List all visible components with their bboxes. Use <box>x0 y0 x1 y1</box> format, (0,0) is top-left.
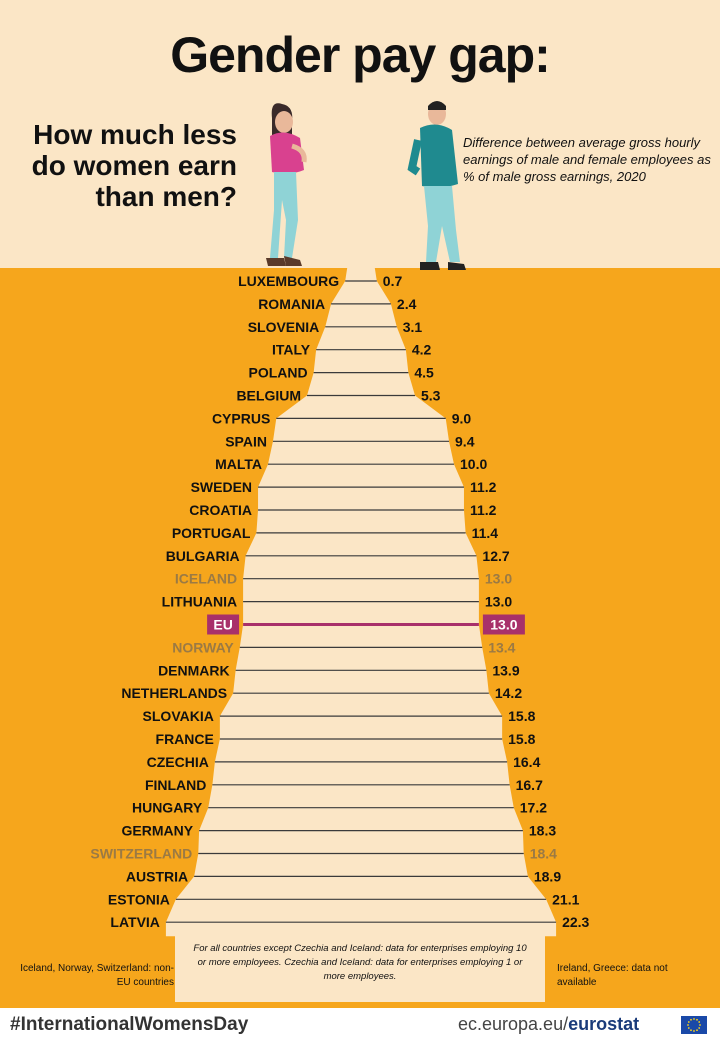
value-label: 4.2 <box>412 342 432 358</box>
country-label: DENMARK <box>158 662 230 678</box>
country-label: ICELAND <box>175 571 237 587</box>
country-label: BELGIUM <box>236 388 301 404</box>
country-label: LUXEMBOURG <box>238 273 339 289</box>
country-label: CZECHIA <box>147 754 209 770</box>
woman-figure-icon <box>266 103 307 266</box>
eu-value-badge <box>482 614 525 635</box>
page-title: Gender pay gap: <box>170 27 551 83</box>
value-label: 12.7 <box>482 548 509 564</box>
page-subtitle: How much less do women earn than men? <box>0 119 237 212</box>
value-label: 9.0 <box>452 410 472 426</box>
country-label: ROMANIA <box>258 296 325 312</box>
value-label: 15.8 <box>508 708 535 724</box>
value-label: 9.4 <box>455 433 475 449</box>
country-label: NETHERLANDS <box>121 685 227 701</box>
country-label: MALTA <box>215 456 262 472</box>
eu-flag-icon <box>681 1016 707 1034</box>
country-label: ITALY <box>272 342 311 358</box>
country-label: PORTUGAL <box>172 525 251 541</box>
country-label: POLAND <box>249 365 308 381</box>
country-label: HUNGARY <box>132 800 203 816</box>
value-label: 4.5 <box>414 365 434 381</box>
value-label: 13.9 <box>492 662 519 678</box>
country-label: NORWAY <box>172 639 234 655</box>
country-label: AUSTRIA <box>126 868 188 884</box>
value-label: 15.8 <box>508 731 535 747</box>
country-label: FRANCE <box>156 731 214 747</box>
hashtag: #InternationalWomensDay <box>10 1014 249 1035</box>
country-label: LATVIA <box>110 914 160 930</box>
value-label: 16.4 <box>513 754 540 770</box>
country-label: CROATIA <box>189 502 252 518</box>
country-label: SPAIN <box>225 433 267 449</box>
value-label: 11.2 <box>470 502 497 518</box>
value-label: 13.0 <box>485 571 512 587</box>
site-link[interactable]: ec.europa.eu/eurostat <box>458 1014 639 1035</box>
value-label: 22.3 <box>562 914 589 930</box>
value-label: 13.4 <box>488 639 515 655</box>
country-label: BULGARIA <box>166 548 240 564</box>
country-label: SLOVAKIA <box>143 708 214 724</box>
eu-flag-stars <box>687 1018 701 1032</box>
value-label: 0.7 <box>383 273 403 289</box>
country-label: LITHUANIA <box>162 594 237 610</box>
country-label: FINLAND <box>145 777 206 793</box>
value-label: 18.3 <box>529 823 556 839</box>
subtitle-line: than men? <box>95 181 237 212</box>
value-label: 13.0 <box>490 617 517 633</box>
value-label: 10.0 <box>460 456 487 472</box>
value-label: 11.2 <box>470 479 497 495</box>
note-box <box>175 930 545 1002</box>
value-label: 5.3 <box>421 388 441 404</box>
value-label: 3.1 <box>403 319 423 335</box>
man-figure-icon <box>407 101 466 270</box>
non-eu-note: Iceland, Norway, Switzerland: non-EU cou… <box>20 963 174 988</box>
value-label: 14.2 <box>495 685 522 701</box>
header-background <box>0 0 720 268</box>
country-label: SWEDEN <box>191 479 252 495</box>
country-label: CYPRUS <box>212 410 270 426</box>
subtitle-line: How much less <box>33 119 237 150</box>
country-label: ESTONIA <box>108 891 170 907</box>
chart-body: LUXEMBOURG 0.7 ROMANIA 2.4 SLOVENIA 3.1 ITALY 4… <box>90 268 590 937</box>
country-label: SLOVENIA <box>248 319 320 335</box>
eu-label-badge <box>207 614 240 635</box>
missing-data-note: Ireland, Greece: data not available <box>557 963 668 988</box>
chart-description: Difference between average gross hourly … <box>463 135 711 184</box>
footer-background <box>0 1008 720 1045</box>
methodology-note: For all countries except Czechia and Ice… <box>193 943 527 982</box>
country-label: GERMANY <box>122 823 194 839</box>
country-label: SWITZERLAND <box>90 846 192 862</box>
value-label: 13.0 <box>485 594 512 610</box>
chart-svg: LUXEMBOURG 0.7 ROMANIA 2.4 SLOVENIA 3.1 ITALY 4… <box>90 101 590 937</box>
site-brand: eurostat <box>568 1014 640 1034</box>
site-prefix: ec.europa.eu/ <box>458 1014 569 1034</box>
country-label: EU <box>213 617 232 633</box>
value-label: 2.4 <box>397 296 417 312</box>
value-label: 17.2 <box>520 800 547 816</box>
value-label: 21.1 <box>552 891 579 907</box>
value-label: 11.4 <box>472 525 499 541</box>
subtitle-line: do women earn <box>31 150 237 181</box>
value-label: 18.4 <box>530 846 557 862</box>
value-label: 18.9 <box>534 868 561 884</box>
value-label: 16.7 <box>516 777 543 793</box>
